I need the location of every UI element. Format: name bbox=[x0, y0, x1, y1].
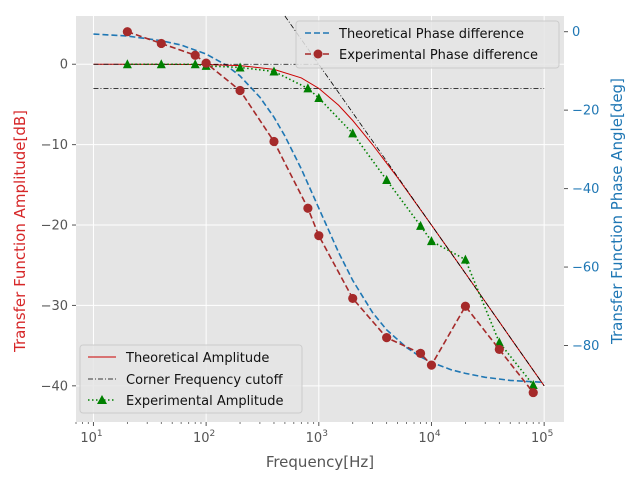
legend-experimental-amplitude-label: Experimental Amplitude bbox=[126, 394, 283, 409]
left-tick-label: −30 bbox=[41, 299, 68, 314]
experimental-phase-difference-point bbox=[348, 293, 358, 304]
experimental-amplitude-point bbox=[348, 128, 358, 138]
legend-corner-frequency-label: Corner Frequency cutoff bbox=[126, 373, 284, 388]
x-tick-label: 102 bbox=[193, 429, 215, 446]
left-tick-label: −40 bbox=[41, 379, 68, 394]
experimental-amplitude-point bbox=[156, 59, 166, 69]
x-tick-label: 105 bbox=[531, 429, 553, 446]
experimental-amplitude-point bbox=[303, 83, 313, 93]
theoretical-phase-difference-line bbox=[93, 33, 545, 384]
legend-theoretical-amplitude-label: Theoretical Amplitude bbox=[125, 351, 269, 366]
experimental-amplitude-point bbox=[528, 380, 538, 390]
experimental-phase-difference-point bbox=[122, 27, 132, 37]
right-tick-label: −60 bbox=[572, 261, 599, 276]
legend-experimental-phase-label: Experimental Phase difference bbox=[339, 48, 538, 63]
experimental-amplitude-point bbox=[460, 254, 470, 264]
legend-experimental-phase-marker bbox=[313, 49, 323, 59]
legend-theoretical-phase-label: Theoretical Phase difference bbox=[338, 27, 524, 42]
right-tick-label: 0 bbox=[572, 25, 580, 40]
legend-amplitude: Theoretical Amplitude Corner Frequency c… bbox=[79, 344, 303, 414]
series-layer bbox=[93, 15, 545, 398]
experimental-amplitude-point bbox=[416, 220, 426, 230]
left-tick-label: 0 bbox=[60, 58, 68, 73]
legend-amplitude-box bbox=[79, 344, 303, 414]
experimental-amplitude-point bbox=[382, 175, 392, 185]
experimental-phase-difference-point bbox=[156, 38, 166, 49]
experimental-phase-difference-point bbox=[460, 301, 471, 311]
experimental-phase-difference-point bbox=[303, 203, 313, 213]
right-axis-label: Transfer Function Phase Angle[deg] bbox=[608, 78, 626, 345]
experimental-phase-difference-point bbox=[415, 348, 426, 358]
experimental-phase-difference-point bbox=[382, 333, 392, 343]
left-tick-label: −20 bbox=[41, 219, 68, 234]
x-tick-label: 103 bbox=[306, 429, 328, 446]
experimental-amplitude-point bbox=[122, 59, 132, 69]
experimental-phase-difference-point bbox=[235, 85, 245, 96]
x-tick-label: 104 bbox=[418, 429, 441, 446]
experimental-phase-difference-point bbox=[201, 58, 211, 68]
experimental-amplitude-point bbox=[426, 236, 436, 246]
legend-experimental-amplitude-marker bbox=[97, 395, 107, 404]
experimental-amplitude-point bbox=[235, 62, 245, 72]
legend-phase: Theoretical Phase difference Experimenta… bbox=[295, 20, 560, 69]
experimental-phase-difference-point bbox=[528, 387, 538, 398]
experimental-phase-difference-point bbox=[269, 136, 279, 147]
experimental-amplitude-point bbox=[190, 59, 200, 69]
right-tick-label: −80 bbox=[572, 339, 599, 354]
experimental-phase-difference-point bbox=[190, 50, 200, 60]
ticks-layer: 101 102 103 104 105 0 −10 −20 −30 −40 0 −20 −40 −60 −8… bbox=[41, 25, 600, 446]
experimental-phase-difference-point bbox=[494, 344, 504, 355]
experimental-phase-difference-point bbox=[426, 360, 437, 370]
experimental-phase-difference-point bbox=[314, 231, 324, 241]
x-axis-label: Frequency[Hz] bbox=[266, 453, 374, 471]
experimental-amplitude-point bbox=[494, 337, 504, 347]
left-axis-label: Transfer Function Amplitude[dB] bbox=[11, 110, 29, 353]
left-tick-label: −10 bbox=[41, 138, 68, 153]
experimental-amplitude-point bbox=[269, 66, 279, 76]
right-tick-label: −20 bbox=[572, 104, 599, 119]
legend-phase-box bbox=[295, 20, 560, 69]
right-tick-label: −40 bbox=[572, 182, 599, 197]
x-tick-label: 101 bbox=[80, 429, 102, 446]
experimental-amplitude-point bbox=[314, 93, 324, 103]
